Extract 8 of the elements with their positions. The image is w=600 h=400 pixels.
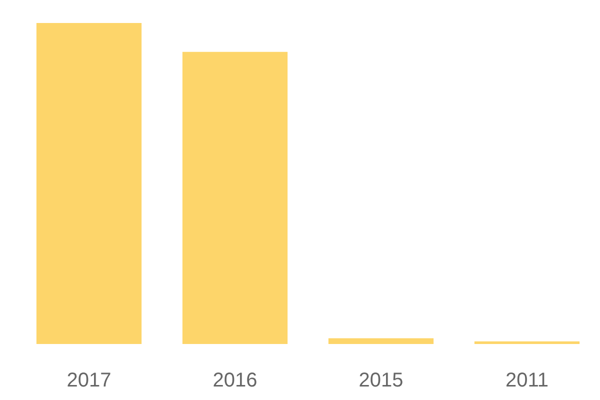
bar [36,23,142,344]
x-tick-label: 2016 [212,370,258,392]
bar [328,338,434,344]
bar [474,341,580,344]
x-tick-label: 2011 [505,370,549,392]
bar [182,52,288,344]
x-tick-label: 2017 [66,370,112,392]
x-tick-label: 2015 [358,370,404,392]
